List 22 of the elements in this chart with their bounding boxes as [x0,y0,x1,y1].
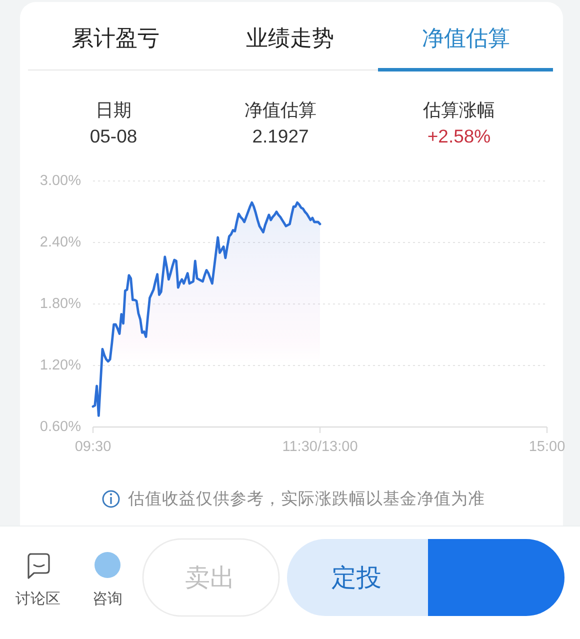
text: 净值估算 [244,100,316,120]
text: 累计盈亏 [72,26,160,50]
x-tick-label: 11:30/13:00 [282,439,358,455]
text: 净值估算 [422,26,510,50]
text: 日期 [96,100,132,120]
x-tick-label: 15:00 [528,439,566,455]
y-tick-label: 1.80% [40,296,82,312]
y-tick-label: 0.60% [40,419,82,435]
text: 咨询 [92,590,122,608]
text: 估值收益仅供参考，实际涨跌幅以基金净值为准 [127,489,485,508]
text: 讨论区 [16,590,60,608]
y-tick-label: 2.40% [40,234,82,250]
text: 05-08 [90,126,138,146]
text: +2.58% [427,126,491,146]
text: 估算涨幅 [422,100,495,120]
text: 定投 [332,564,382,592]
text: 2.1927 [252,126,309,146]
y-tick-label: 3.00% [40,173,82,189]
x-tick-label: 09:30 [74,439,112,455]
text: 卖出 [185,564,235,592]
text: 业绩走势 [246,26,334,50]
y-tick-label: 1.20% [40,358,82,374]
